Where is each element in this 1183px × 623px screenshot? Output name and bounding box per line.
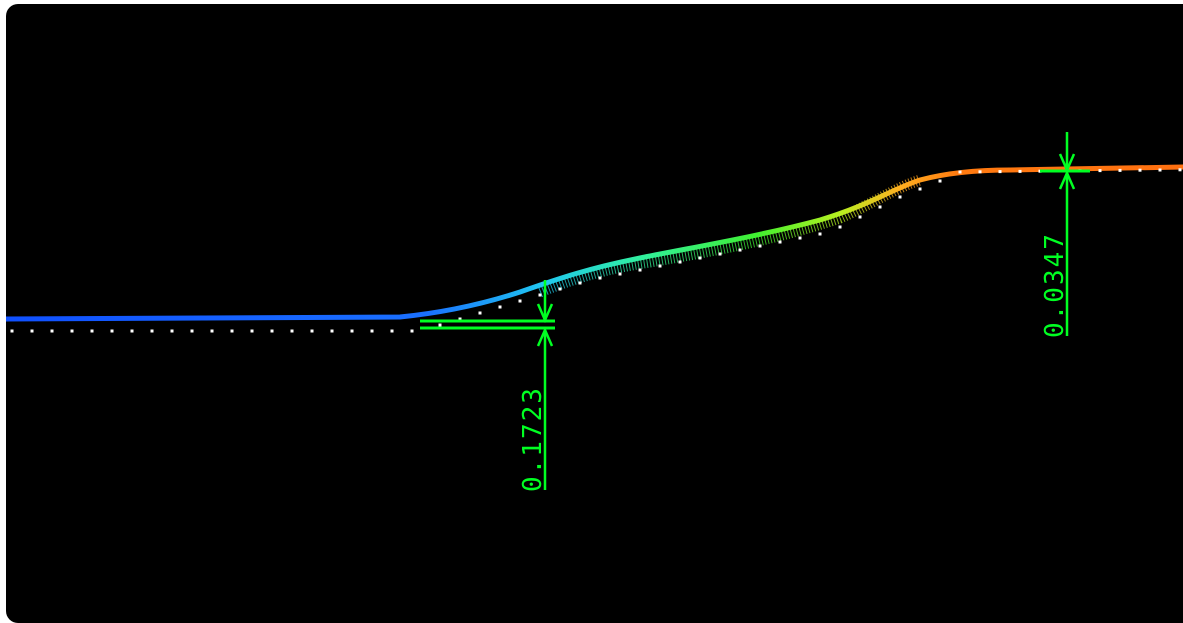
arrow-icon xyxy=(1058,169,1076,190)
reference-point xyxy=(438,323,442,327)
reference-point xyxy=(130,329,134,333)
reference-point xyxy=(350,329,354,333)
reference-point xyxy=(658,264,662,268)
reference-point xyxy=(518,299,522,303)
reference-point xyxy=(50,329,54,333)
reference-point xyxy=(458,317,462,321)
arrow-icon xyxy=(536,303,554,324)
arrow-icon xyxy=(536,326,554,347)
reference-point xyxy=(1158,168,1162,172)
reference-point xyxy=(498,305,502,309)
reference-point xyxy=(10,329,14,333)
reference-point xyxy=(270,329,274,333)
reference-point xyxy=(150,329,154,333)
reference-point xyxy=(558,287,562,291)
reference-point xyxy=(878,205,882,209)
reference-point xyxy=(758,244,762,248)
reference-points xyxy=(10,168,1182,333)
reference-point xyxy=(598,276,602,280)
reference-point xyxy=(678,260,682,264)
point-cloud-band xyxy=(6,164,1183,322)
reference-point xyxy=(698,256,702,260)
reference-point xyxy=(638,268,642,272)
reference-point xyxy=(918,187,922,191)
reference-point xyxy=(170,329,174,333)
reference-point xyxy=(1118,168,1122,172)
point-cloud-scatter xyxy=(537,174,922,298)
reference-point xyxy=(798,236,802,240)
reference-point xyxy=(1178,168,1182,172)
reference-point xyxy=(250,329,254,333)
reference-point xyxy=(230,329,234,333)
reference-point xyxy=(190,329,194,333)
reference-point xyxy=(290,329,294,333)
reference-point xyxy=(718,252,722,256)
reference-point xyxy=(370,329,374,333)
dimension-right[interactable]: 0.0347 xyxy=(1040,132,1090,338)
reference-point xyxy=(410,329,414,333)
point-cloud-viewport[interactable]: 0.1723 0.0347 xyxy=(6,4,1183,623)
reference-point xyxy=(90,329,94,333)
reference-point xyxy=(618,272,622,276)
reference-point xyxy=(310,329,314,333)
reference-point xyxy=(30,329,34,333)
reference-point xyxy=(330,329,334,333)
reference-point xyxy=(478,311,482,315)
reference-point xyxy=(110,329,114,333)
reference-point xyxy=(938,179,942,183)
reference-point xyxy=(1018,169,1022,173)
dimension-left-value: 0.1723 xyxy=(518,386,548,492)
reference-point xyxy=(978,170,982,174)
dimension-left[interactable]: 0.1723 xyxy=(420,280,555,492)
dimension-right-value: 0.0347 xyxy=(1040,232,1070,338)
reference-point xyxy=(818,232,822,236)
reference-point xyxy=(838,225,842,229)
reference-point xyxy=(1098,169,1102,173)
profile-scene: 0.1723 0.0347 xyxy=(6,132,1183,492)
reference-point xyxy=(958,170,962,174)
reference-point xyxy=(778,240,782,244)
reference-point xyxy=(578,281,582,285)
reference-point xyxy=(1138,168,1142,172)
reference-point xyxy=(858,215,862,219)
reference-point xyxy=(738,248,742,252)
reference-point xyxy=(998,170,1002,174)
reference-point xyxy=(70,329,74,333)
reference-point xyxy=(390,329,394,333)
reference-point xyxy=(210,329,214,333)
reference-point xyxy=(538,293,542,297)
reference-point xyxy=(898,195,902,199)
